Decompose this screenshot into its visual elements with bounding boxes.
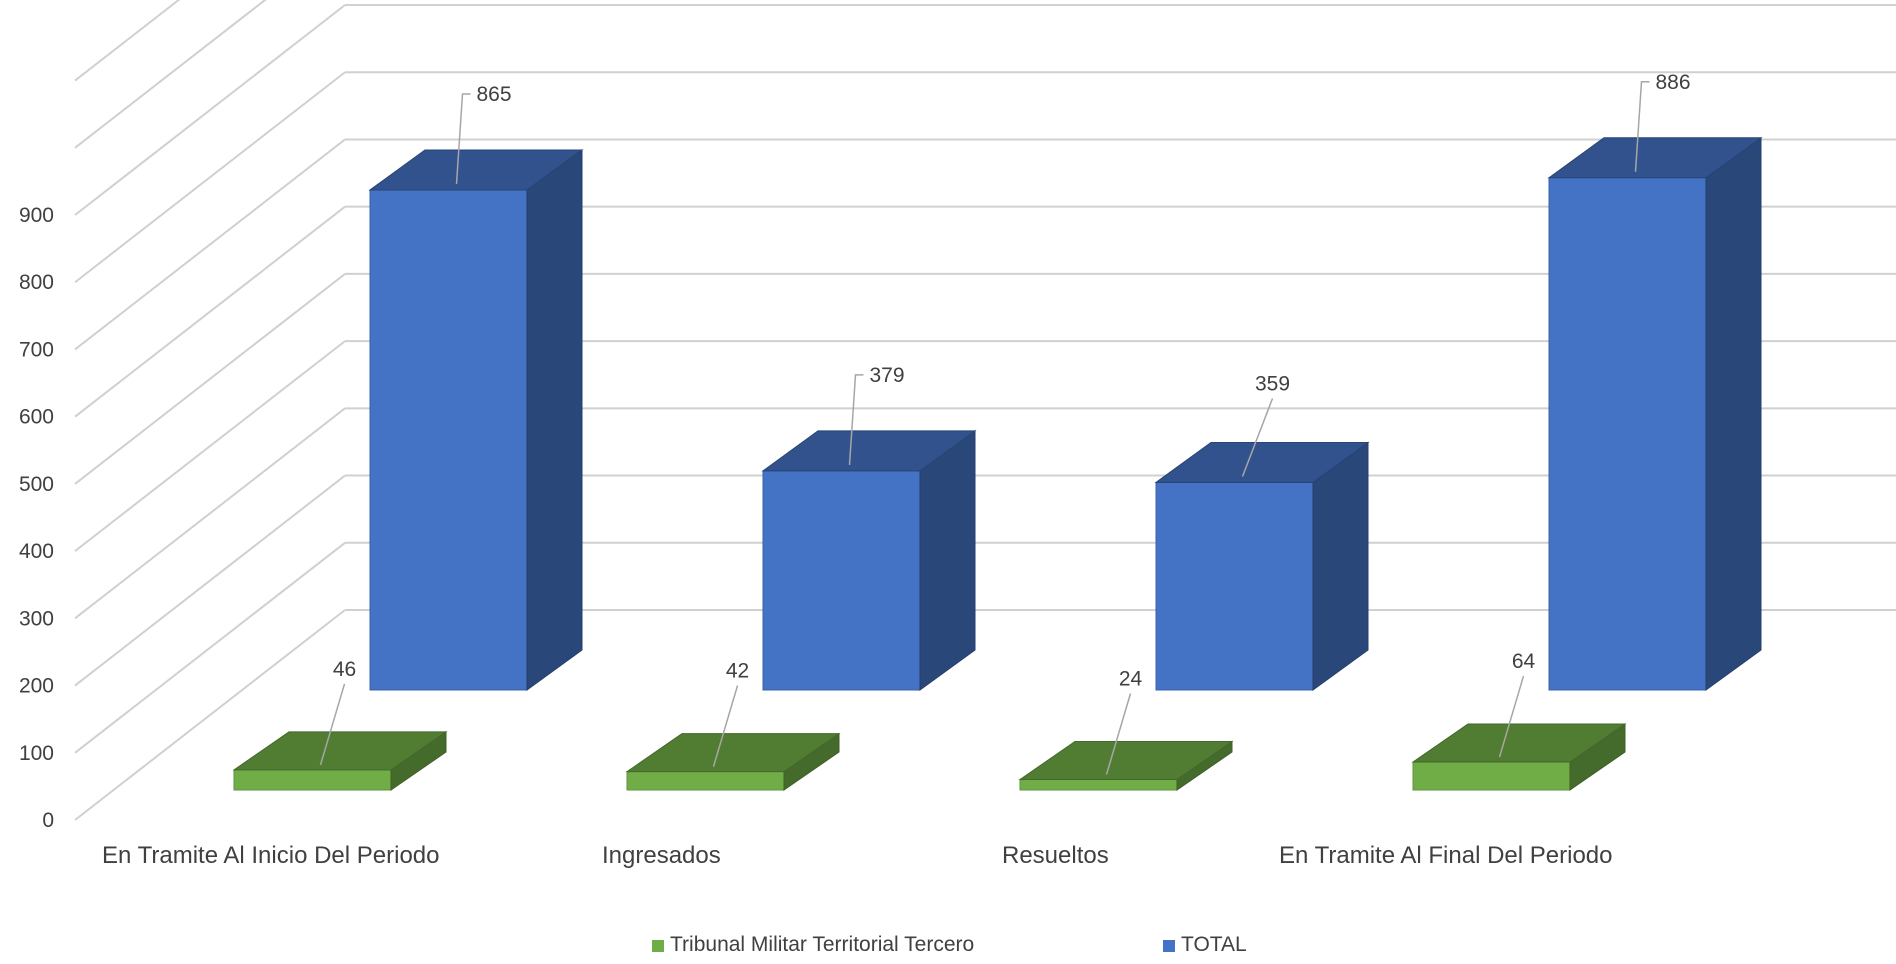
x-category-label: En Tramite Al Inicio Del Periodo [102,842,440,869]
legend: Tribunal Militar Territorial Tercero TOTA… [652,933,1247,956]
data-labels: 865 46 379 42 359 24 886 64 [319,71,1691,775]
data-label-total: 379 [848,364,905,465]
data-label-total: 865 [455,83,512,185]
bar-total [368,148,584,691]
data-label-tribunal: 42 [712,660,749,767]
y-tick-label: 600 [19,406,54,429]
gridline [74,0,267,149]
legend-item: Tribunal Militar Territorial Tercero [652,933,974,956]
gridline [74,0,181,82]
y-axis-ticks: 0 100 200 300 400 500 600 700 800 900 [19,204,54,832]
legend-label: Tribunal Militar Territorial Tercero [670,933,974,956]
bar-total [1547,136,1763,691]
gridline [74,4,1896,216]
legend-item: TOTAL [1163,933,1247,956]
y-tick-label: 0 [42,809,54,832]
data-label-tribunal: 46 [319,658,356,766]
y-tick-label: 400 [19,540,54,563]
legend-label: TOTAL [1181,933,1247,956]
bar-total [1154,441,1370,691]
bars [232,136,1763,791]
svg-text:64: 64 [1512,650,1536,673]
svg-text:42: 42 [726,660,749,683]
data-label-total: 886 [1634,71,1691,172]
data-label-tribunal: 24 [1105,668,1143,775]
x-category-label: Resueltos [1002,842,1109,869]
svg-text:359: 359 [1255,372,1290,395]
y-tick-label: 200 [19,675,54,698]
y-tick-label: 700 [19,338,54,361]
svg-text:24: 24 [1119,668,1143,691]
legend-swatch [1163,940,1175,952]
svg-text:865: 865 [477,83,512,106]
x-category-label: Ingresados [602,842,721,869]
data-label-total: 359 [1241,372,1290,477]
y-tick-label: 500 [19,473,54,496]
y-tick-label: 100 [19,742,54,765]
bar-tribunal [1018,740,1234,791]
x-axis-categories: En Tramite Al Inicio Del Periodo Ingresad… [102,842,1612,869]
gridline [74,71,1896,284]
bar-tribunal [232,730,448,791]
svg-text:379: 379 [870,364,905,387]
x-category-label: En Tramite Al Final Del Periodo [1279,842,1612,869]
bar-tribunal [625,732,841,791]
data-label-tribunal: 64 [1498,650,1536,758]
legend-swatch [652,940,664,952]
y-tick-label: 900 [19,204,54,227]
bar-total [761,429,977,691]
bar-tribunal [1411,723,1627,791]
svg-text:886: 886 [1656,71,1691,94]
y-tick-label: 300 [19,607,54,630]
svg-text:46: 46 [333,658,356,681]
y-tick-label: 800 [19,271,54,294]
